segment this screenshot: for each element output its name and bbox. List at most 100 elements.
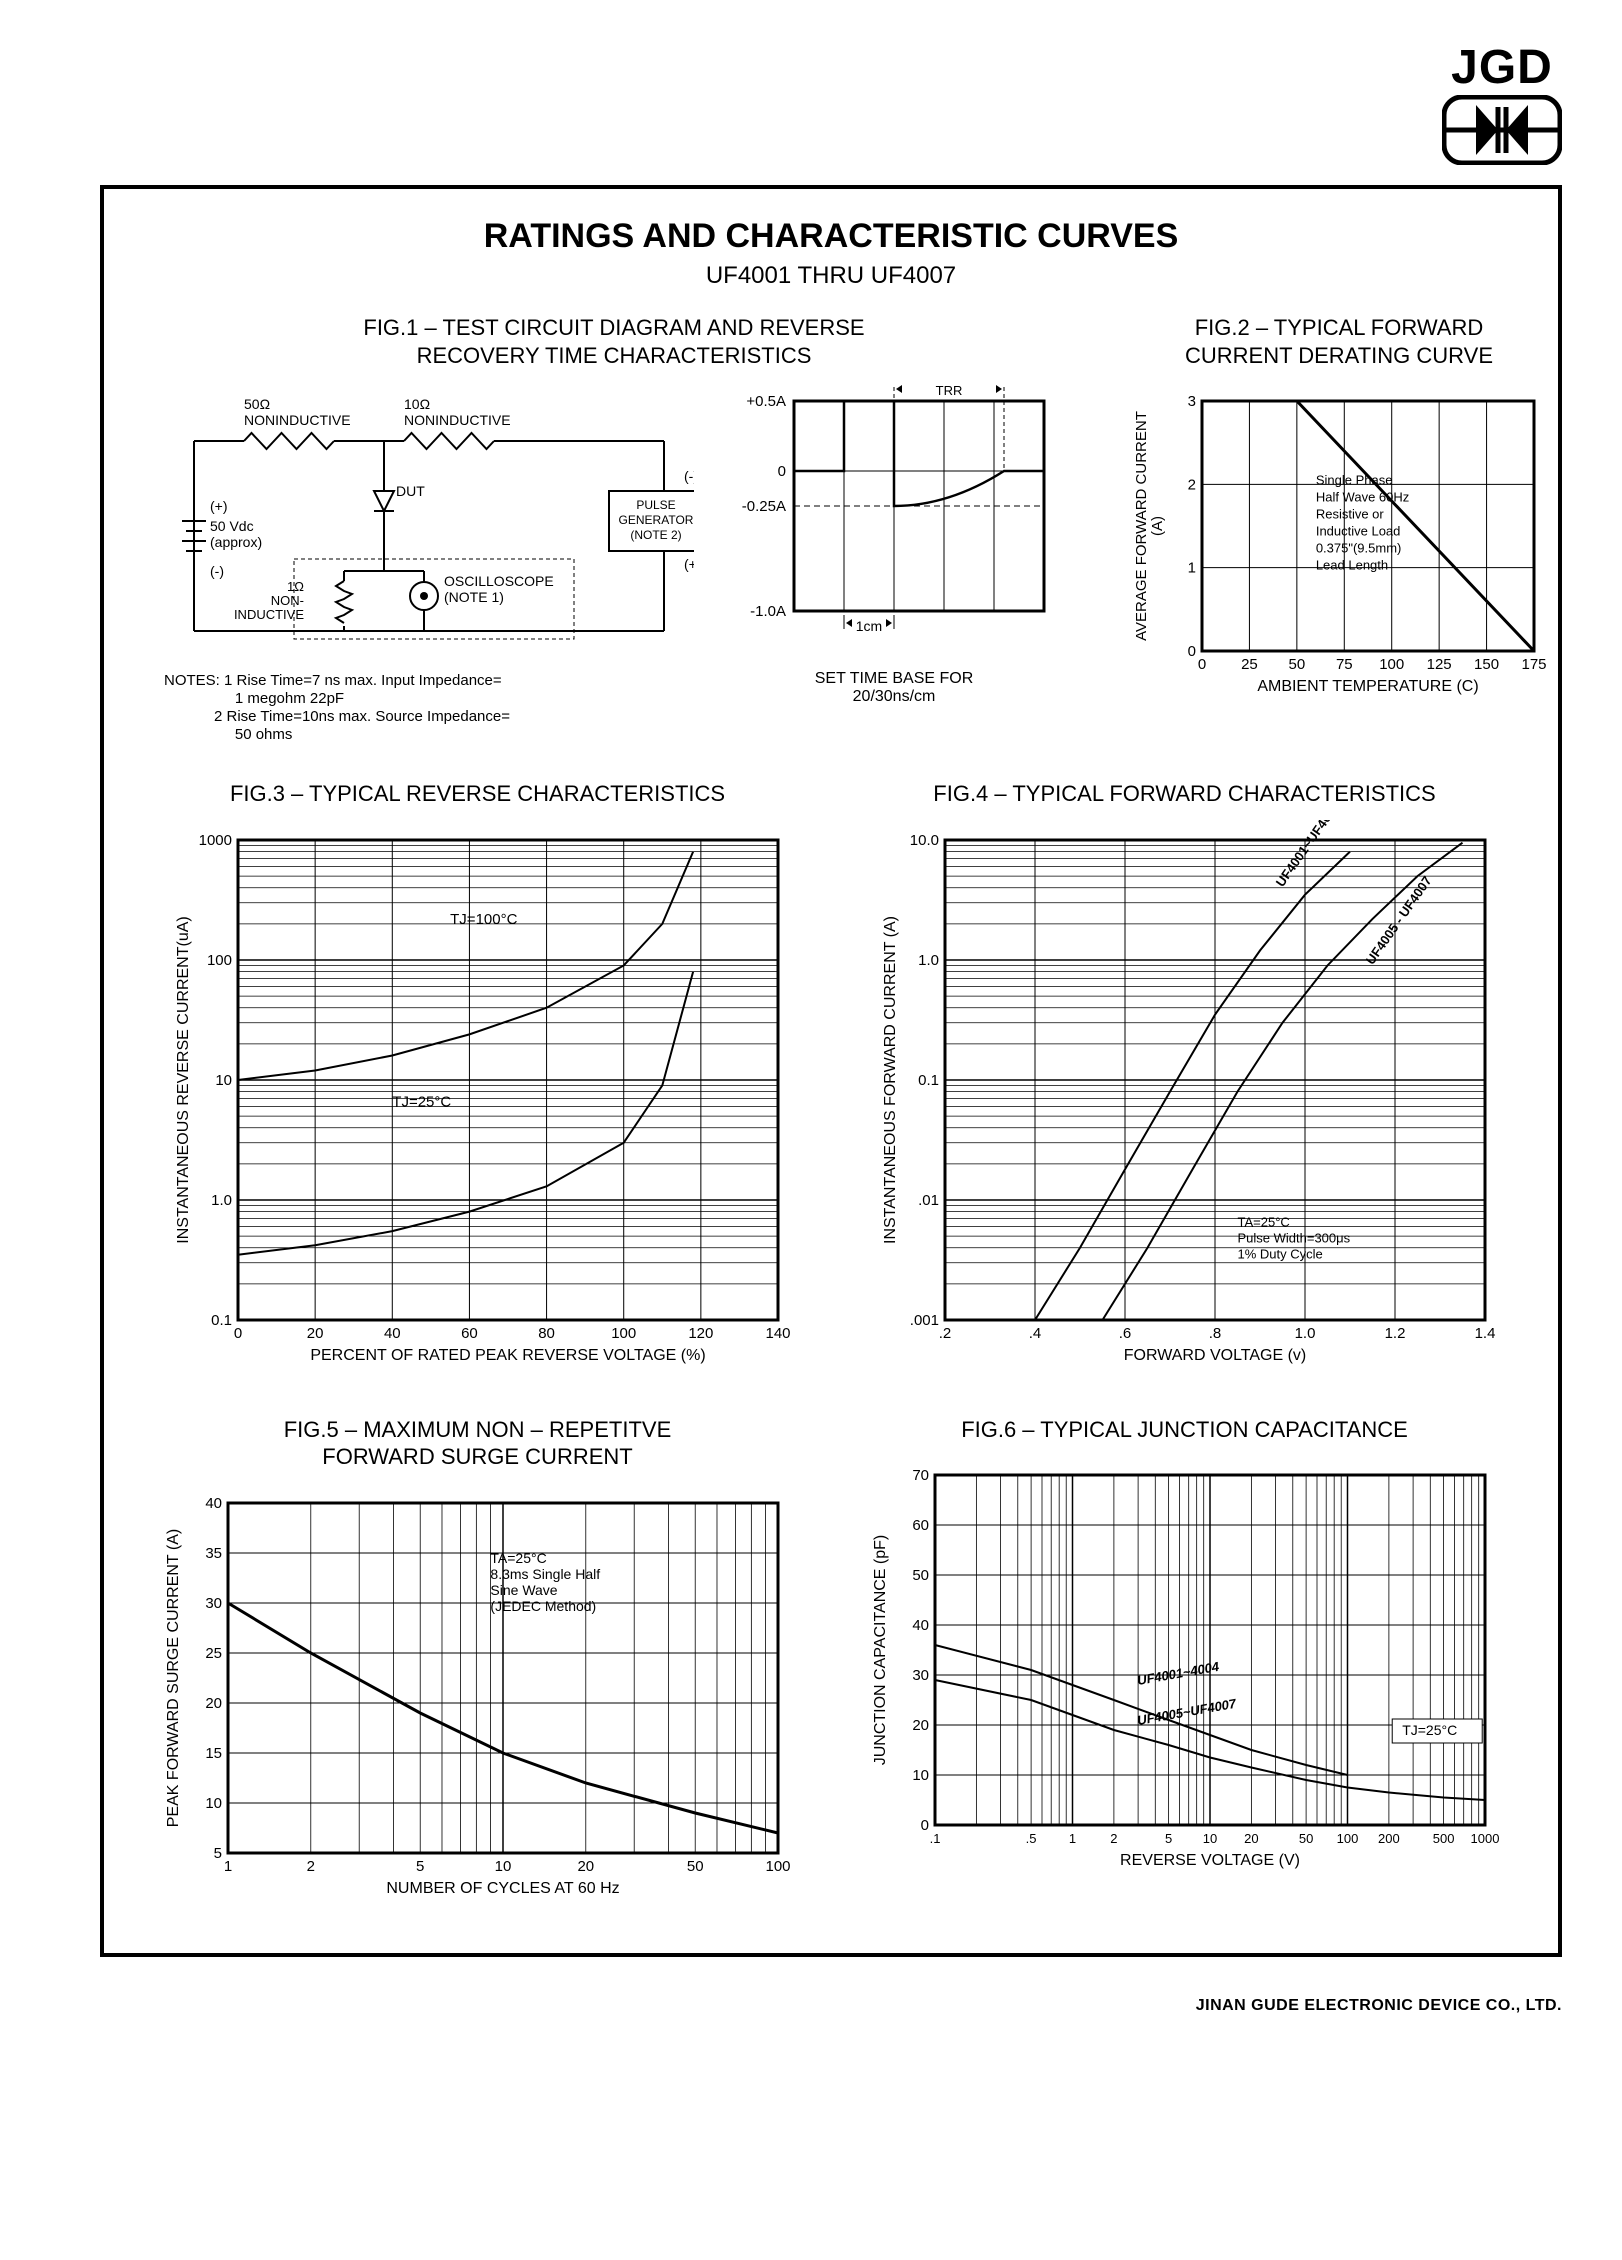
svg-text:1.0: 1.0: [1294, 1325, 1315, 1342]
fig1-panel: FIG.1 – TEST CIRCUIT DIAGRAM AND REVERSE…: [144, 314, 1084, 744]
svg-text:5: 5: [416, 1858, 424, 1875]
svg-text:UF4005~UF4007: UF4005~UF4007: [1136, 1696, 1238, 1728]
svg-text:1.0: 1.0: [918, 952, 939, 969]
svg-text:PEAK FORWARD SURGE CURRENT (A): PEAK FORWARD SURGE CURRENT (A): [165, 1528, 182, 1826]
svg-text:TRR: TRR: [936, 383, 963, 398]
svg-text:1: 1: [223, 1858, 231, 1875]
fig5-title: FIG.5 – MAXIMUM NON – REPETITVEFORWARD S…: [284, 1416, 672, 1471]
svg-text:15: 15: [205, 1745, 222, 1762]
svg-text:FORWARD VOLTAGE (v): FORWARD VOLTAGE (v): [1123, 1347, 1306, 1364]
svg-text:TJ=100°C: TJ=100°C: [450, 910, 517, 927]
svg-text:-1.0A: -1.0A: [750, 603, 786, 620]
svg-text:50: 50: [686, 1858, 703, 1875]
fig3-title: FIG.3 – TYPICAL REVERSE CHARACTERISTICS: [230, 780, 725, 808]
svg-text:0: 0: [1188, 643, 1196, 660]
logo-row: JGD: [100, 40, 1562, 165]
svg-text:(JEDEC Method): (JEDEC Method): [490, 1598, 596, 1614]
svg-text:JUNCTION CAPACITANCE (pF): JUNCTION CAPACITANCE (pF): [872, 1535, 889, 1766]
svg-text:20: 20: [577, 1858, 594, 1875]
svg-text:TJ=25°C: TJ=25°C: [1402, 1722, 1457, 1738]
svg-text:40: 40: [383, 1325, 400, 1342]
svg-text:75: 75: [1336, 656, 1353, 673]
svg-text:UF4001~UF4004: UF4001~UF4004: [1272, 820, 1342, 889]
svg-text:50: 50: [1298, 1831, 1312, 1846]
svg-text:10.0: 10.0: [909, 832, 938, 849]
svg-text:NON-: NON-: [271, 593, 304, 608]
svg-text:OSCILLOSCOPE: OSCILLOSCOPE: [444, 573, 554, 589]
svg-text:80: 80: [538, 1325, 555, 1342]
svg-text:-0.25A: -0.25A: [742, 498, 786, 515]
svg-text:0: 0: [920, 1817, 928, 1834]
svg-text:NONINDUCTIVE: NONINDUCTIVE: [244, 412, 351, 428]
svg-text:2: 2: [1110, 1831, 1117, 1846]
svg-text:1.2: 1.2: [1384, 1325, 1405, 1342]
svg-text:3: 3: [1188, 393, 1196, 410]
svg-text:(NOTE 1): (NOTE 1): [444, 589, 504, 605]
svg-text:AVERAGE FORWARD CURRENT(A): AVERAGE FORWARD CURRENT(A): [1133, 411, 1166, 641]
svg-text:20: 20: [306, 1325, 323, 1342]
svg-text:200: 200: [1378, 1831, 1400, 1846]
svg-text:20: 20: [912, 1717, 929, 1734]
svg-text:.8: .8: [1208, 1325, 1221, 1342]
svg-text:0: 0: [233, 1325, 241, 1342]
svg-text:UF4001~4004: UF4001~4004: [1136, 1659, 1221, 1688]
content-frame: RATINGS AND CHARACTERISTIC CURVES UF4001…: [100, 185, 1562, 1957]
svg-text:100: 100: [1336, 1831, 1358, 1846]
svg-text:50: 50: [912, 1567, 929, 1584]
svg-text:1: 1: [1068, 1831, 1075, 1846]
svg-text:10: 10: [912, 1767, 929, 1784]
svg-text:100: 100: [611, 1325, 636, 1342]
footer: JINAN GUDE ELECTRONIC DEVICE CO., LTD.: [100, 1997, 1562, 2015]
logo-icon: [1442, 95, 1562, 165]
svg-text:Lead Length: Lead Length: [1316, 557, 1388, 572]
svg-text:.4: .4: [1028, 1325, 1041, 1342]
svg-text:10: 10: [1202, 1831, 1216, 1846]
svg-text:50: 50: [1289, 656, 1306, 673]
svg-text:125: 125: [1427, 656, 1452, 673]
svg-text:500: 500: [1432, 1831, 1454, 1846]
svg-text:100: 100: [206, 952, 231, 969]
svg-text:40: 40: [205, 1495, 222, 1512]
svg-text:0.1: 0.1: [211, 1312, 232, 1329]
svg-text:TJ=25°C: TJ=25°C: [392, 1093, 451, 1110]
subtitle: UF4001 THRU UF4007: [144, 262, 1518, 290]
svg-text:Single Phase: Single Phase: [1316, 472, 1393, 487]
svg-text:Pulse Width=300μs: Pulse Width=300μs: [1237, 1230, 1350, 1245]
svg-text:60: 60: [461, 1325, 478, 1342]
svg-text:(NOTE 2): (NOTE 2): [630, 528, 681, 542]
svg-text:0.1: 0.1: [918, 1072, 939, 1089]
svg-text:Resistive or: Resistive or: [1316, 506, 1385, 521]
svg-text:Inductive Load: Inductive Load: [1316, 523, 1401, 538]
fig4-title: FIG.4 – TYPICAL FORWARD CHARACTERISTICS: [933, 780, 1435, 808]
fig2-panel: FIG.2 – TYPICAL FORWARDCURRENT DERATING …: [1124, 314, 1554, 744]
logo: JGD: [1442, 40, 1562, 165]
svg-text:150: 150: [1474, 656, 1499, 673]
svg-text:1.4: 1.4: [1474, 1325, 1495, 1342]
logo-text: JGD: [1442, 40, 1562, 95]
svg-text:INSTANTANEOUS FORWARD CURRENT: INSTANTANEOUS FORWARD CURRENT (A): [882, 915, 899, 1243]
svg-text:.6: .6: [1118, 1325, 1131, 1342]
svg-text:(-): (-): [210, 563, 224, 579]
svg-text:.001: .001: [909, 1312, 938, 1329]
svg-text:.01: .01: [918, 1192, 939, 1209]
svg-text:50 Vdc: 50 Vdc: [210, 518, 254, 534]
svg-text:(-): (-): [684, 468, 694, 484]
svg-text:2: 2: [1188, 476, 1196, 493]
svg-text:175: 175: [1521, 656, 1546, 673]
svg-text:0: 0: [1198, 656, 1206, 673]
svg-text:140: 140: [765, 1325, 790, 1342]
svg-text:Half Wave 60Hz: Half Wave 60Hz: [1316, 489, 1409, 504]
svg-text:2: 2: [306, 1858, 314, 1875]
svg-text:PERCENT OF RATED PEAK REVERSE: PERCENT OF RATED PEAK REVERSE VOLTAGE (%…: [310, 1347, 705, 1364]
svg-text:PULSE: PULSE: [636, 498, 675, 512]
svg-text:60: 60: [912, 1517, 929, 1534]
fig6-title: FIG.6 – TYPICAL JUNCTION CAPACITANCE: [961, 1416, 1408, 1444]
fig1-wave-caption: SET TIME BASE FOR 20/30ns/cm: [724, 670, 1064, 706]
page-title: RATINGS AND CHARACTERISTIC CURVES: [144, 217, 1518, 256]
fig6-panel: FIG.6 – TYPICAL JUNCTION CAPACITANCE .1.…: [851, 1416, 1518, 1913]
svg-text:40: 40: [912, 1617, 929, 1634]
svg-text:0.375"(9.5mm): 0.375"(9.5mm): [1316, 540, 1402, 555]
svg-text:8.3ms Single Half: 8.3ms Single Half: [490, 1566, 600, 1582]
svg-text:25: 25: [1241, 656, 1258, 673]
svg-text:1000: 1000: [198, 832, 231, 849]
